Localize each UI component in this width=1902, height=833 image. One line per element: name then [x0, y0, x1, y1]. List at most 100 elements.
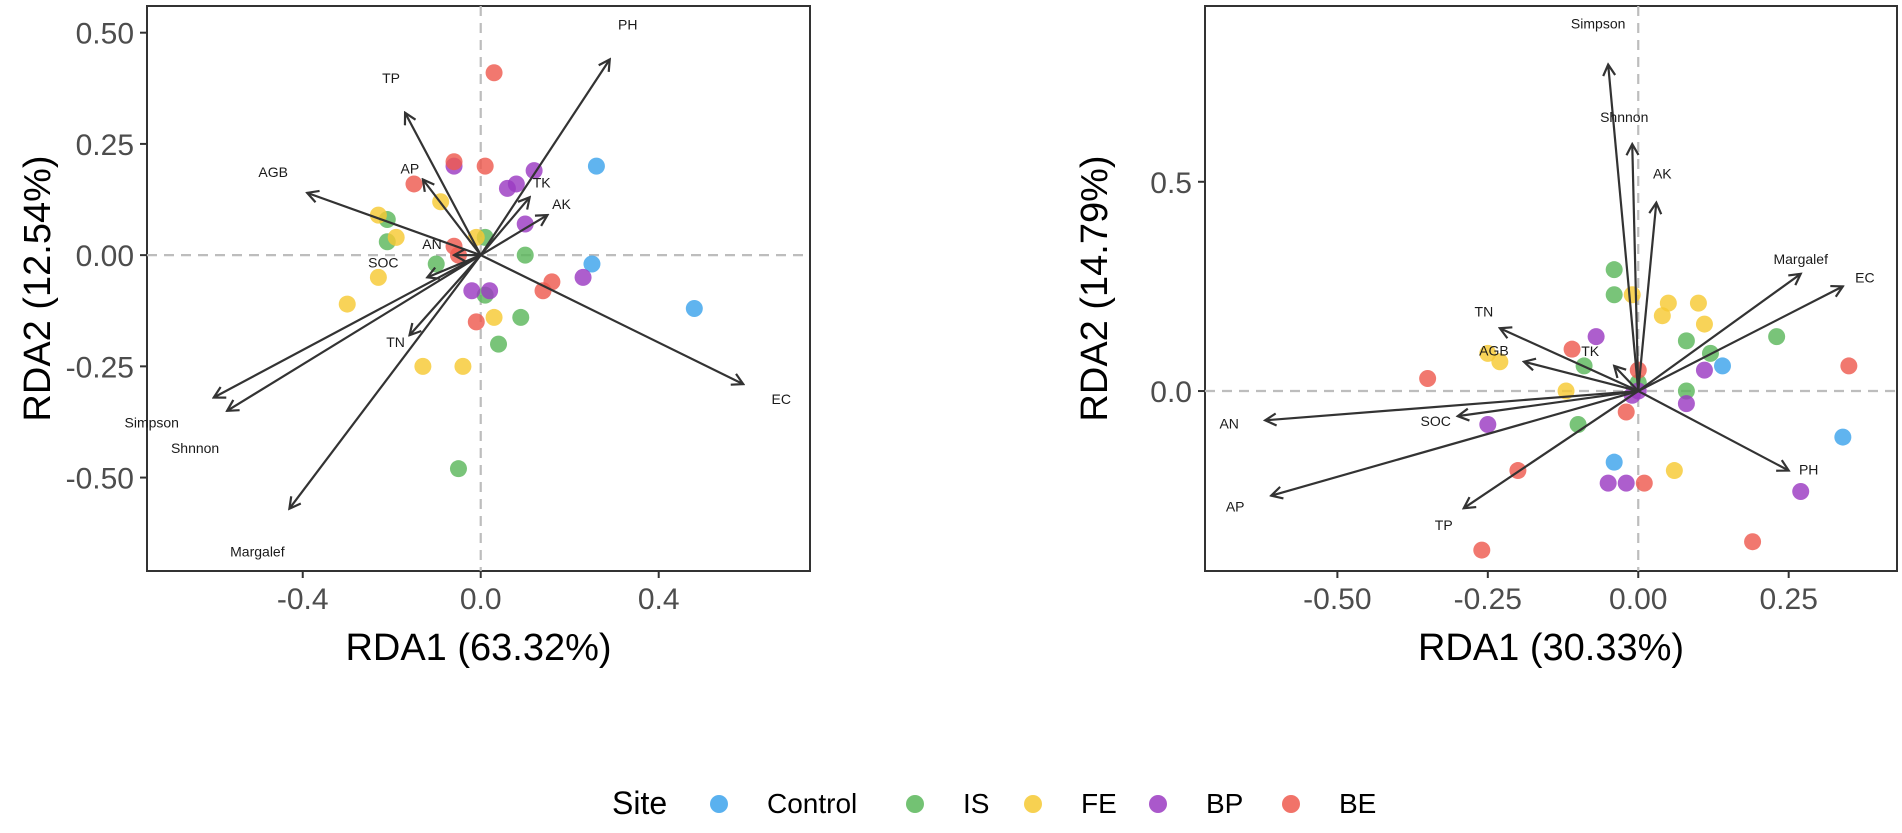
vector-label-margalef: Margalef: [1773, 251, 1828, 267]
point-be: [1617, 403, 1635, 421]
vector-ph: [1637, 390, 1788, 471]
x-tick-label: 0.0: [460, 583, 502, 616]
point-bp: [507, 175, 525, 193]
point-be: [1840, 357, 1858, 375]
vector-tk: [1614, 366, 1640, 392]
vector-label-soc: SOC: [1421, 413, 1451, 429]
point-control: [1605, 453, 1623, 471]
point-fe: [387, 228, 405, 246]
vector-tp: [405, 113, 482, 256]
vector-simpson: [214, 254, 482, 397]
point-is: [427, 255, 445, 273]
legend-label-be: BE: [1339, 788, 1376, 819]
point-control: [583, 255, 601, 273]
vector-label-tn: TN: [1475, 303, 1494, 319]
vector-label-tk: TK: [1581, 343, 1600, 359]
legend: Site Control IS FE BP BE: [612, 785, 1376, 821]
point-control: [1834, 428, 1852, 446]
vector-label-soc: SOC: [368, 254, 398, 270]
vector-ph: [479, 59, 610, 256]
point-fe: [454, 357, 472, 375]
legend-label-is: IS: [963, 788, 989, 819]
point-fe: [1479, 344, 1497, 362]
vector-label-simpson: Simpson: [125, 414, 179, 430]
y-tick-label: 0.0: [1150, 376, 1192, 409]
point-is: [1768, 328, 1786, 346]
vector-label-ap: AP: [401, 161, 420, 177]
vector-label-ap: AP: [1226, 499, 1245, 515]
point-be: [485, 64, 503, 82]
point-bp: [574, 268, 592, 286]
vector-label-ph: PH: [618, 16, 637, 32]
y-tick-label: 0.50: [76, 18, 134, 51]
vector-label-ph: PH: [1799, 462, 1818, 478]
point-control: [685, 300, 703, 318]
point-be: [467, 313, 485, 331]
point-fe: [1491, 353, 1509, 371]
y-tick-label: -0.50: [66, 463, 134, 496]
point-bp: [1677, 395, 1695, 413]
point-bp: [481, 282, 499, 300]
x-tick-label: 0.4: [638, 583, 680, 616]
vector-tp: [1464, 390, 1639, 508]
y-axis-title: RDA2 (12.54%): [17, 155, 59, 421]
vector-label-margalef: Margalef: [230, 544, 285, 560]
point-bp: [1587, 328, 1605, 346]
point-bp: [516, 215, 534, 233]
point-bp: [1792, 482, 1810, 500]
legend-key-be: [1282, 795, 1300, 813]
vector-agb: [307, 193, 482, 257]
rda-panel-left: -0.4 0.0 0.4 -0.50 -0.25 0.00 0.25 0.50 RDA1 (63…: [17, 5, 811, 669]
legend-key-control: [710, 795, 728, 813]
point-fe: [1689, 294, 1707, 312]
vector-label-tk: TK: [533, 174, 552, 190]
vector-label-agb: AGB: [258, 164, 288, 180]
x-tick-label: 0.00: [1609, 583, 1667, 616]
vector-label-an: AN: [422, 236, 441, 252]
x-tick-label: -0.4: [277, 583, 329, 616]
vector-margalef: [289, 254, 482, 509]
vector-label-tp: TP: [382, 70, 400, 86]
point-is: [516, 246, 534, 264]
point-be: [534, 282, 552, 300]
point-fe: [485, 308, 503, 326]
vector-label-ak: AK: [552, 196, 571, 212]
vector-shnnon: [227, 254, 482, 411]
x-tick-label: -0.50: [1303, 583, 1371, 616]
point-is: [512, 308, 530, 326]
vector-shnnon: [1632, 144, 1638, 392]
y-tick-label: 0.25: [76, 129, 134, 162]
vector-label-shnnon: Shnnon: [171, 440, 219, 456]
vector-ak: [480, 215, 548, 257]
point-fe: [1695, 315, 1713, 333]
point-be: [1563, 340, 1581, 358]
point-is: [1677, 332, 1695, 350]
point-bp: [1695, 361, 1713, 379]
point-fe: [1623, 286, 1641, 304]
point-fe: [1665, 462, 1683, 480]
vector-an: [1265, 389, 1639, 420]
vector-margalef: [1637, 274, 1800, 392]
point-fe: [1653, 307, 1671, 325]
vector-ec: [480, 254, 744, 384]
legend-label-control: Control: [767, 788, 857, 819]
point-be: [1635, 474, 1653, 492]
point-is: [490, 335, 508, 353]
point-fe: [414, 357, 432, 375]
vector-label-tn: TN: [386, 334, 405, 350]
vector-ak: [1637, 203, 1656, 392]
vector-label-shnnon: Shnnon: [1600, 109, 1648, 125]
x-tick-label: 0.25: [1759, 583, 1817, 616]
point-bp: [463, 282, 481, 300]
vector-ap: [1271, 389, 1639, 496]
point-bp: [1617, 474, 1635, 492]
vector-label-tp: TP: [1435, 517, 1453, 533]
point-be: [1744, 533, 1762, 551]
vector-ap: [423, 180, 482, 256]
x-axis-title: RDA1 (30.33%): [1418, 627, 1684, 669]
point-bp: [1479, 416, 1497, 434]
point-fe: [338, 295, 356, 313]
point-be: [1473, 541, 1491, 559]
vector-label-simpson: Simpson: [1571, 16, 1625, 32]
point-is: [1605, 261, 1623, 279]
